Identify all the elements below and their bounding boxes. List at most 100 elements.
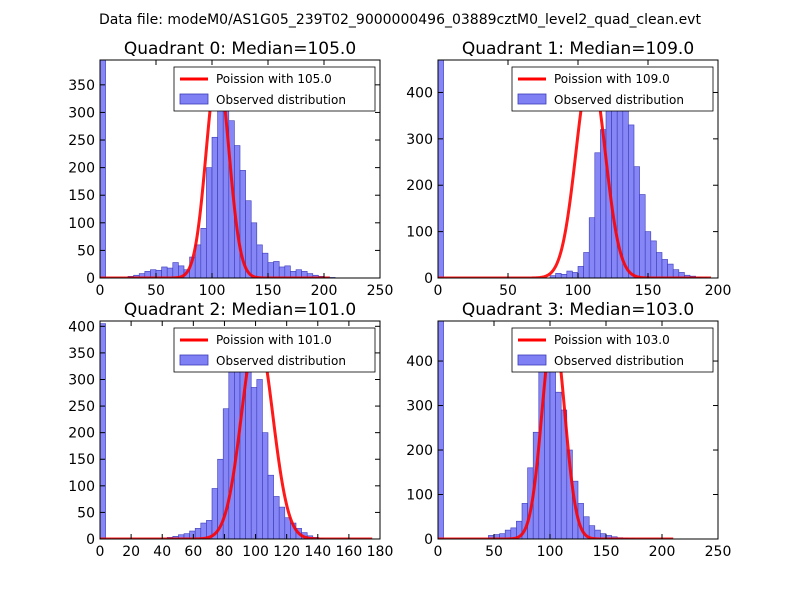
x-tick-label: 200	[705, 283, 732, 299]
x-tick-label: 50	[147, 283, 165, 299]
legend-bar-label: Observed distribution	[216, 354, 346, 368]
y-tick-label: 250	[68, 399, 95, 415]
subplot-title: Quadrant 2: Median=101.0	[124, 300, 356, 320]
y-tick-label: 350	[68, 346, 95, 362]
histogram-bar	[278, 266, 286, 278]
legend-bar-swatch	[517, 354, 547, 366]
subplot-title: Quadrant 3: Median=103.0	[462, 300, 694, 320]
legend: Poission with 101.0 Observed distribution	[173, 327, 376, 373]
legend: Poission with 103.0 Observed distribution	[511, 327, 714, 373]
histogram-bar	[256, 379, 263, 539]
x-tick-label: 100	[537, 544, 564, 560]
histogram-bar	[639, 194, 646, 278]
y-tick-label: 200	[68, 426, 95, 442]
x-tick-label: 200	[311, 283, 338, 299]
histogram-bar	[200, 228, 207, 278]
histogram-bar	[577, 266, 584, 278]
y-tick-label: 200	[406, 443, 433, 459]
legend-bar-label: Observed distribution	[554, 93, 684, 107]
y-tick-label: 100	[406, 225, 433, 241]
histogram-bar	[438, 321, 444, 539]
plot-area	[438, 60, 711, 278]
y-tick-label: 100	[68, 479, 95, 495]
x-tick-label: 150	[635, 283, 662, 299]
histogram-bar	[161, 266, 168, 278]
legend-bar-swatch	[179, 93, 209, 105]
y-tick-label: 250	[68, 133, 95, 149]
subplot-title: Quadrant 0: Median=105.0	[124, 39, 356, 59]
subplot-title: Quadrant 1: Median=109.0	[462, 39, 694, 59]
x-tick-label: 50	[485, 544, 503, 560]
x-tick-label: 120	[273, 544, 300, 560]
legend-line-label: Poission with 105.0	[216, 72, 332, 86]
legend-bar-label: Observed distribution	[216, 93, 346, 107]
histogram-bar	[594, 152, 601, 278]
histogram-bar	[284, 265, 291, 278]
x-tick-label: 200	[649, 544, 676, 560]
x-tick-label: 140	[304, 544, 331, 560]
y-tick-label: 200	[68, 161, 95, 177]
histogram-bar	[256, 244, 263, 278]
legend: Poission with 105.0 Observed distribution	[173, 66, 376, 112]
y-tick-label: 100	[68, 216, 95, 232]
x-tick-label: 160	[336, 544, 363, 560]
figure-suptitle: Data file: modeM0/AS1G05_239T02_90000004…	[99, 12, 701, 28]
subplot-quadrant-0: 0 50 100 150 200 250 0 50 100 150 200 250 300 350 Quad…	[68, 39, 393, 299]
histogram-bar	[650, 240, 657, 278]
x-tick-label: 150	[255, 283, 282, 299]
y-tick-label: 150	[68, 188, 95, 204]
x-tick-label: 60	[184, 544, 202, 560]
legend-bar-swatch	[517, 93, 547, 105]
histogram-bar	[644, 231, 652, 278]
y-tick-label: 50	[77, 505, 95, 521]
x-tick-label: 80	[216, 544, 234, 560]
x-tick-label: 50	[499, 283, 517, 299]
x-tick-label: 100	[242, 544, 269, 560]
y-tick-label: 150	[68, 452, 95, 468]
subplot-quadrant-3: 0 50 100 150 200 250 0 100 200 300 400 Quadrant 3: …	[406, 300, 731, 560]
legend-bar-swatch	[179, 354, 209, 366]
legend-line-label: Poission with 109.0	[554, 72, 670, 86]
legend-bar-label: Observed distribution	[554, 354, 684, 368]
histogram-bar	[211, 136, 218, 278]
y-tick-label: 0	[86, 271, 95, 287]
histogram-bar	[267, 262, 274, 278]
histogram-bar	[566, 270, 573, 278]
axes-frame	[99, 320, 381, 540]
y-tick-label: 100	[406, 488, 433, 504]
histogram-bar	[284, 517, 291, 539]
histogram-bar	[267, 474, 274, 539]
y-tick-label: 0	[424, 271, 433, 287]
axes-frame	[437, 320, 719, 540]
histogram-bar	[656, 252, 663, 278]
histogram-bar	[588, 217, 596, 278]
x-tick-label: 250	[705, 544, 732, 560]
histogram-bar	[661, 259, 668, 278]
y-tick-label: 400	[68, 319, 95, 335]
y-tick-label: 350	[68, 78, 95, 94]
y-tick-label: 200	[406, 178, 433, 194]
histogram-bar	[262, 252, 269, 278]
y-tick-label: 300	[68, 372, 95, 388]
histogram-bar	[622, 106, 629, 278]
x-tick-label: 0	[434, 283, 443, 299]
histogram-bar	[200, 522, 207, 539]
histogram-bar	[549, 342, 556, 539]
y-tick-label: 400	[406, 354, 433, 370]
histogram-bar	[273, 496, 280, 539]
y-tick-label: 0	[424, 532, 433, 548]
x-tick-label: 100	[565, 283, 592, 299]
legend-line-label: Poission with 101.0	[216, 333, 332, 347]
x-tick-label: 100	[199, 283, 226, 299]
histogram-bar	[100, 323, 106, 539]
x-tick-label: 180	[367, 544, 394, 560]
histogram-bar	[250, 222, 258, 278]
x-tick-label: 40	[153, 544, 171, 560]
x-tick-label: 0	[96, 544, 105, 560]
histogram-bar	[273, 261, 280, 278]
y-tick-label: 300	[406, 399, 433, 415]
histogram-bar	[572, 272, 579, 278]
histogram-bar	[628, 124, 635, 278]
x-tick-label: 250	[367, 283, 394, 299]
